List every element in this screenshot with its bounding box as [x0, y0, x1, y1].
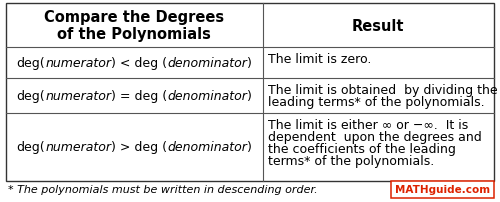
Bar	[6, 4, 494, 181]
Text: denominator: denominator	[167, 57, 247, 70]
Text: The limit is either ∞ or −∞.  It is: The limit is either ∞ or −∞. It is	[268, 118, 469, 131]
Text: leading terms* of the polynomials.: leading terms* of the polynomials.	[268, 95, 485, 108]
Text: deg(: deg(	[16, 141, 45, 154]
Text: Compare the Degrees
of the Polynomials: Compare the Degrees of the Polynomials	[44, 10, 224, 42]
Text: the coefficients of the leading: the coefficients of the leading	[268, 142, 456, 155]
Text: deg(: deg(	[16, 57, 45, 70]
Text: terms* of the polynomials.: terms* of the polynomials.	[268, 155, 435, 167]
Text: Result: Result	[352, 19, 405, 33]
Text: numerator: numerator	[45, 89, 111, 102]
Text: The limit is zero.: The limit is zero.	[268, 53, 372, 66]
Text: ): )	[247, 57, 252, 70]
Text: The limit is obtained  by dividing the: The limit is obtained by dividing the	[268, 83, 498, 96]
Text: MATHguide.com: MATHguide.com	[395, 184, 490, 194]
Text: ) < deg (: ) < deg (	[111, 57, 167, 70]
Text: ): )	[247, 89, 252, 102]
Text: dependent  upon the degrees and: dependent upon the degrees and	[268, 130, 482, 143]
Text: numerator: numerator	[45, 57, 111, 70]
Text: numerator: numerator	[45, 141, 111, 154]
Text: ) > deg (: ) > deg (	[111, 141, 167, 154]
Text: * The polynomials must be written in descending order.: * The polynomials must be written in des…	[8, 184, 318, 194]
Text: denominator: denominator	[167, 89, 247, 102]
Text: ) = deg (: ) = deg (	[111, 89, 167, 102]
Text: deg(: deg(	[16, 89, 45, 102]
Text: ): )	[247, 141, 252, 154]
Text: denominator: denominator	[167, 141, 247, 154]
